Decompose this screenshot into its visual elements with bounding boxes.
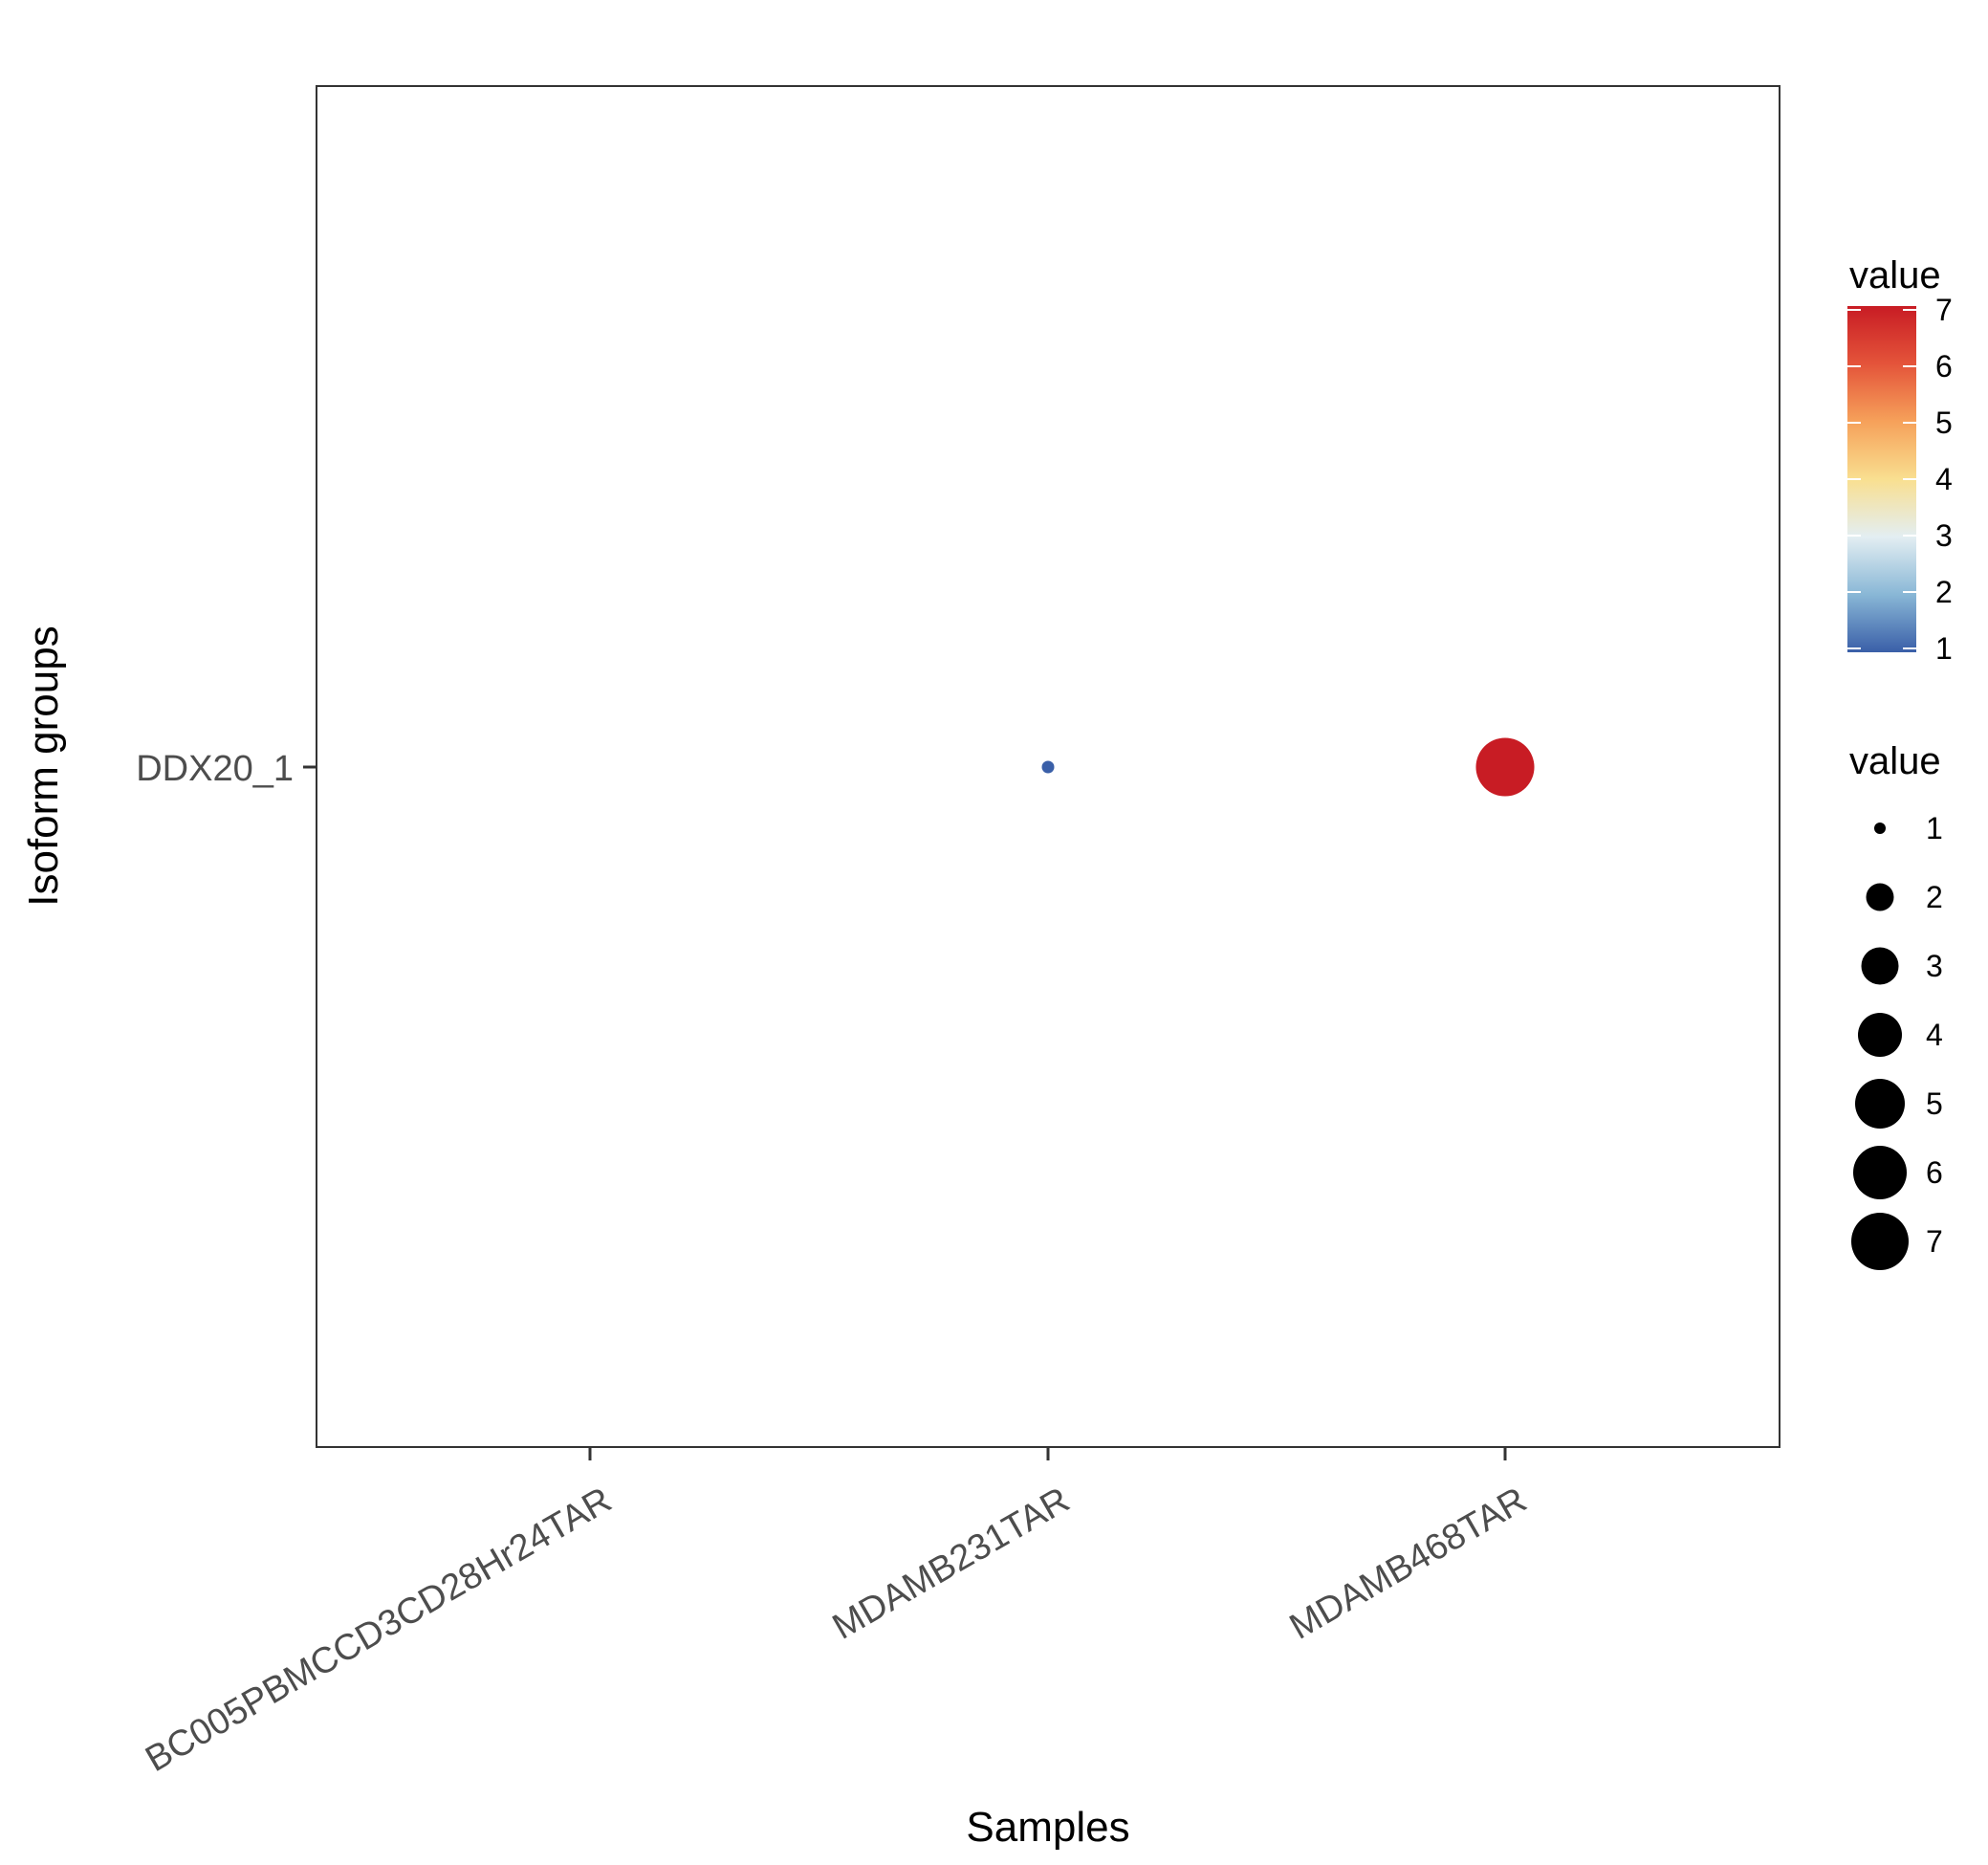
x-axis-title: Samples — [966, 1804, 1129, 1851]
size-key-label: 6 — [1926, 1155, 1943, 1190]
color-legend-title: value — [1849, 254, 1941, 296]
size-legend: value 1 2 3 4 5 6 7 — [1849, 740, 1943, 1270]
x-tick-label: MDAMB231TAR — [826, 1480, 1077, 1647]
y-tick-label: DDX20_1 — [136, 749, 294, 789]
colorbar-tick-label: 7 — [1935, 293, 1953, 327]
size-key-label: 3 — [1926, 949, 1943, 983]
data-point — [1041, 760, 1055, 774]
color-legend: value 1 2 3 4 5 6 7 — [1847, 254, 1953, 666]
colorbar-tick-label: 3 — [1935, 518, 1953, 553]
y-axis-title: Isoform groups — [20, 625, 67, 906]
x-tick-label: BC005PBMCCD3CD28Hr24TAR — [139, 1480, 618, 1780]
x-axis: BC005PBMCCD3CD28Hr24TAR MDAMB231TAR MDAMB4… — [139, 1447, 1534, 1780]
size-key-circle — [1851, 1213, 1909, 1270]
size-key-circle — [1874, 823, 1886, 834]
data-point — [1475, 737, 1535, 797]
size-key-label: 2 — [1926, 880, 1943, 914]
size-key-label: 7 — [1926, 1224, 1943, 1259]
y-axis: DDX20_1 — [136, 749, 317, 789]
colorbar-tick-label: 4 — [1935, 462, 1953, 496]
size-key-circle — [1858, 1013, 1902, 1057]
colorbar-tick-label: 2 — [1935, 575, 1953, 609]
size-legend-title: value — [1849, 740, 1941, 782]
colorbar-tick-label: 5 — [1935, 406, 1953, 440]
size-key-circle — [1853, 1146, 1907, 1199]
x-tick-label: MDAMB468TAR — [1283, 1480, 1534, 1647]
size-key-label: 5 — [1926, 1086, 1943, 1121]
size-key-circle — [1861, 947, 1899, 985]
colorbar-tick-label: 6 — [1935, 349, 1953, 384]
size-key-label: 4 — [1926, 1018, 1943, 1052]
colorbar-ticks: 1 2 3 4 5 6 7 — [1847, 293, 1953, 666]
points-layer — [1041, 737, 1535, 797]
size-key-circle — [1866, 883, 1894, 911]
colorbar-tick-label: 1 — [1935, 631, 1953, 666]
size-key-label: 1 — [1926, 811, 1943, 845]
size-key-circle — [1855, 1079, 1905, 1129]
size-keys: 1 2 3 4 5 6 7 — [1851, 811, 1943, 1270]
